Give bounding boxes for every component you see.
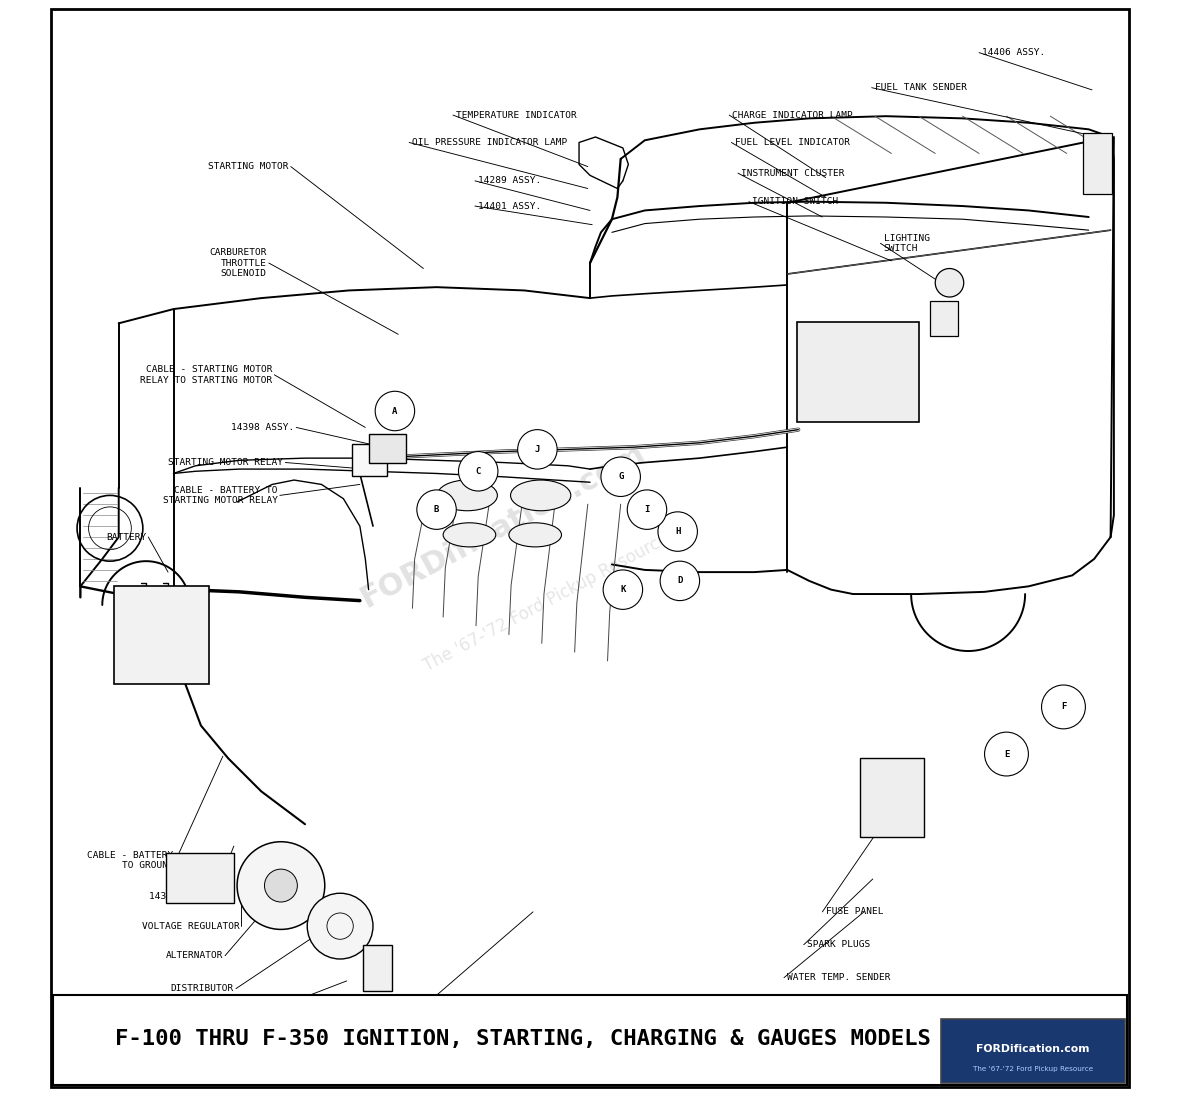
Text: ALTERNATOR: ALTERNATOR bbox=[165, 951, 223, 960]
Bar bbox=[53, 995, 1127, 1085]
Circle shape bbox=[603, 570, 643, 609]
FancyBboxPatch shape bbox=[940, 1019, 1125, 1083]
Text: BATTERY: BATTERY bbox=[106, 533, 146, 541]
Circle shape bbox=[237, 842, 324, 929]
Text: 14398 ASSY.: 14398 ASSY. bbox=[231, 423, 294, 432]
Text: STARTING MOTOR RELAY: STARTING MOTOR RELAY bbox=[168, 458, 283, 467]
Text: IGNITION COIL: IGNITION COIL bbox=[170, 1015, 244, 1024]
Text: LIGHTING
SWITCH: LIGHTING SWITCH bbox=[884, 233, 930, 253]
Text: C: C bbox=[476, 467, 481, 476]
Text: WATER TEMP. SENDER: WATER TEMP. SENDER bbox=[787, 973, 891, 982]
Text: CABLE - BATTERY
TO GROUND: CABLE - BATTERY TO GROUND bbox=[87, 850, 173, 870]
Text: F: F bbox=[1061, 703, 1067, 711]
Ellipse shape bbox=[437, 480, 498, 511]
FancyBboxPatch shape bbox=[798, 322, 919, 422]
Circle shape bbox=[307, 893, 373, 959]
Text: OIL PRESSURE INDICATOR LAMP: OIL PRESSURE INDICATOR LAMP bbox=[413, 138, 568, 147]
Text: IGNITION SWITCH: IGNITION SWITCH bbox=[752, 197, 839, 206]
Circle shape bbox=[628, 490, 667, 529]
Text: G: G bbox=[618, 472, 623, 481]
Circle shape bbox=[658, 512, 697, 551]
Text: VOLTAGE REGULATOR: VOLTAGE REGULATOR bbox=[142, 922, 240, 931]
Text: The '67-'72 Ford Pickup Resource: The '67-'72 Ford Pickup Resource bbox=[972, 1065, 1093, 1072]
Text: B: B bbox=[434, 505, 439, 514]
Text: E: E bbox=[1004, 750, 1009, 758]
FancyBboxPatch shape bbox=[166, 853, 234, 903]
FancyBboxPatch shape bbox=[368, 434, 406, 463]
Circle shape bbox=[936, 269, 964, 297]
Ellipse shape bbox=[511, 480, 571, 511]
Circle shape bbox=[264, 869, 297, 902]
Circle shape bbox=[375, 391, 414, 431]
Text: H: H bbox=[675, 527, 681, 536]
Text: The '67-'72 Ford Pickup Resource: The '67-'72 Ford Pickup Resource bbox=[420, 530, 673, 675]
Text: J: J bbox=[535, 445, 540, 454]
FancyBboxPatch shape bbox=[352, 444, 387, 476]
Text: CABLE - STARTING MOTOR
RELAY TO STARTING MOTOR: CABLE - STARTING MOTOR RELAY TO STARTING… bbox=[140, 365, 273, 385]
Text: 14401 ASSY.: 14401 ASSY. bbox=[478, 202, 542, 210]
Text: 14305 ASSY.: 14305 ASSY. bbox=[149, 892, 212, 901]
Text: FORDification.com: FORDification.com bbox=[976, 1043, 1089, 1054]
Circle shape bbox=[601, 457, 641, 496]
FancyBboxPatch shape bbox=[1083, 133, 1112, 194]
Text: DISTRIBUTOR: DISTRIBUTOR bbox=[171, 984, 234, 993]
Circle shape bbox=[660, 561, 700, 601]
Text: FUEL TANK SENDER: FUEL TANK SENDER bbox=[874, 83, 966, 92]
Text: D: D bbox=[677, 576, 682, 585]
Text: I: I bbox=[644, 505, 650, 514]
FancyBboxPatch shape bbox=[859, 758, 924, 837]
Text: FUEL LEVEL INDICATOR: FUEL LEVEL INDICATOR bbox=[735, 138, 850, 147]
FancyBboxPatch shape bbox=[363, 945, 392, 991]
FancyBboxPatch shape bbox=[930, 301, 958, 336]
Text: CABLE - BATTERY TO
STARTING MOTOR RELAY: CABLE - BATTERY TO STARTING MOTOR RELAY bbox=[163, 486, 277, 505]
Ellipse shape bbox=[509, 523, 562, 547]
Text: 14406 ASSY.: 14406 ASSY. bbox=[983, 48, 1045, 57]
Text: CARBURETOR
THROTTLE
SOLENOID: CARBURETOR THROTTLE SOLENOID bbox=[209, 248, 267, 278]
Text: 14289 ASSY.: 14289 ASSY. bbox=[478, 176, 542, 185]
Ellipse shape bbox=[444, 523, 496, 547]
FancyBboxPatch shape bbox=[114, 586, 209, 684]
Text: CHARGE INDICATOR LAMP: CHARGE INDICATOR LAMP bbox=[733, 111, 853, 119]
Circle shape bbox=[984, 732, 1029, 776]
Text: OIL PRESSURE SENDER: OIL PRESSURE SENDER bbox=[414, 1013, 524, 1021]
Text: F-100 THRU F-350 IGNITION, STARTING, CHARGING & GAUGES MODELS 81 AND 85: F-100 THRU F-350 IGNITION, STARTING, CHA… bbox=[116, 1029, 1064, 1049]
Circle shape bbox=[459, 452, 498, 491]
Text: FORDification.com: FORDification.com bbox=[355, 438, 649, 614]
Text: K: K bbox=[621, 585, 625, 594]
Text: TEMPERATURE INDICATOR: TEMPERATURE INDICATOR bbox=[457, 111, 577, 119]
Circle shape bbox=[1042, 685, 1086, 729]
Circle shape bbox=[518, 430, 557, 469]
Text: STARTING MOTOR: STARTING MOTOR bbox=[208, 162, 289, 171]
Circle shape bbox=[417, 490, 457, 529]
Text: FUSE PANEL: FUSE PANEL bbox=[826, 907, 883, 916]
Text: SPARK PLUGS: SPARK PLUGS bbox=[807, 940, 871, 949]
Text: A: A bbox=[392, 407, 398, 415]
Text: INSTRUMENT CLUSTER: INSTRUMENT CLUSTER bbox=[741, 169, 845, 178]
